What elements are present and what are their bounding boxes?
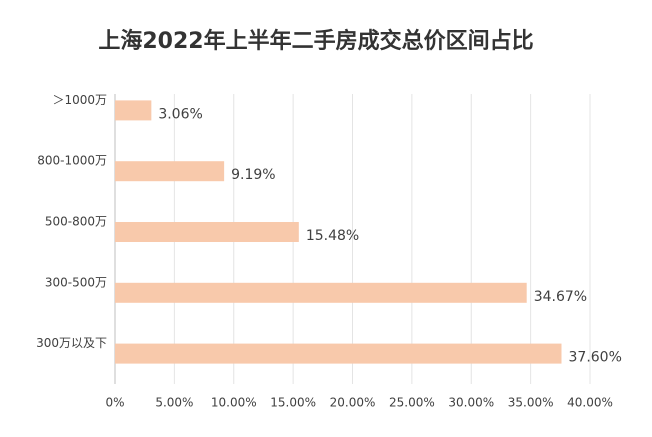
x-tick-label: 20.00% bbox=[330, 396, 376, 410]
value-label: 9.19% bbox=[231, 167, 275, 183]
y-tick-label: 300-500万 bbox=[45, 275, 107, 289]
bar bbox=[115, 161, 225, 182]
value-label: 34.67% bbox=[534, 289, 587, 305]
x-tick-label: 15.00% bbox=[270, 396, 316, 410]
y-tick-label: ＞1000万 bbox=[52, 93, 107, 107]
value-label: 37.60% bbox=[569, 350, 622, 366]
x-tick-label: 5.00% bbox=[155, 396, 193, 410]
x-tick-label: 10.00% bbox=[211, 396, 257, 410]
bar bbox=[115, 282, 527, 303]
y-tick-label: 800-1000万 bbox=[37, 154, 107, 168]
y-tick-label: 300万以及下 bbox=[36, 336, 107, 350]
value-label: 3.06% bbox=[158, 106, 202, 122]
y-tick-label: 500-800万 bbox=[45, 215, 107, 229]
x-tick-label: 40.00% bbox=[567, 396, 613, 410]
x-tick-label: 35.00% bbox=[508, 396, 554, 410]
x-tick-label: 25.00% bbox=[389, 396, 435, 410]
chart-title: 上海2022年上半年二手房成交总价区间占比 bbox=[98, 28, 533, 54]
bar bbox=[115, 222, 299, 242]
bar bbox=[115, 100, 152, 121]
x-tick-label: 0% bbox=[105, 396, 124, 410]
x-tick-label: 30.00% bbox=[448, 396, 494, 410]
bar bbox=[115, 343, 562, 364]
value-label: 15.48% bbox=[306, 228, 359, 244]
